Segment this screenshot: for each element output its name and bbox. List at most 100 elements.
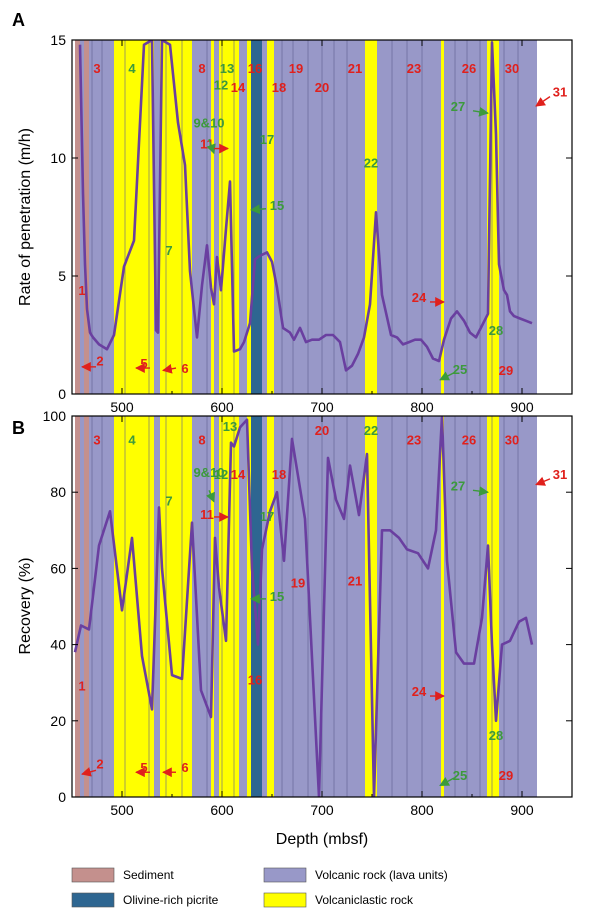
unit-label: 14 <box>231 80 246 95</box>
y-tick-label: 5 <box>58 268 66 284</box>
lithology-band-lava <box>262 40 267 394</box>
x-tick-label: 900 <box>510 399 534 415</box>
y-tick-label: 40 <box>50 637 66 653</box>
unit-arrow <box>535 476 551 486</box>
unit-label: 7 <box>165 243 172 258</box>
lithology-band-lava <box>214 416 219 797</box>
unit-label: 16 <box>248 673 262 688</box>
lithology-band-lava <box>444 40 487 394</box>
lithology-band-lava <box>274 40 365 394</box>
legend-swatch-sediment <box>71 867 115 883</box>
lithology-band-lava <box>239 40 247 394</box>
unit-label: 16 <box>248 61 262 76</box>
unit-label: 15 <box>270 198 284 213</box>
lithology-band-lava <box>239 416 247 797</box>
x-tick-label: 600 <box>210 802 234 818</box>
unit-label: 11 <box>200 507 214 522</box>
unit-label: 24 <box>412 684 427 699</box>
legend: Sediment Volcanic rock (lava units) Olivin… <box>71 867 448 908</box>
unit-label: 2 <box>96 354 103 369</box>
lithology-band-lava <box>192 40 211 394</box>
lithology-band-lava <box>377 40 441 394</box>
lithology-band-lava <box>80 40 84 394</box>
unit-label: 26 <box>462 61 476 76</box>
unit-label: 20 <box>315 423 329 438</box>
lithology-band-volcaniclastic <box>441 40 444 394</box>
lithology-band-volcaniclastic <box>267 416 274 797</box>
unit-arrow <box>439 371 455 381</box>
data-line <box>78 40 533 372</box>
lithology-band-sediment <box>84 40 89 394</box>
unit-label: 1 <box>78 283 85 298</box>
unit-label: 26 <box>462 433 476 448</box>
unit-label: 8 <box>198 61 205 76</box>
unit-label: 14 <box>231 467 246 482</box>
lithology-band-volcaniclastic <box>441 416 444 797</box>
unit-label: 17 <box>260 509 274 524</box>
axis-ticks-b: 500 600 700 800 900 0 20 40 60 80 100 <box>43 408 573 818</box>
lithology-band-sediment <box>75 416 80 797</box>
legend-label-lava: Volcanic rock (lava units) <box>315 868 448 882</box>
panel-letter-a: A <box>12 10 25 30</box>
lithology-band-sediment <box>75 40 80 394</box>
unit-label: 22 <box>364 423 378 438</box>
unit-label: 11 <box>200 137 214 152</box>
unit-label: 27 <box>451 99 465 114</box>
lithology-band-volcaniclastic <box>365 40 377 394</box>
lithology-band-sediment <box>84 416 89 797</box>
lithology-band-volcaniclastic <box>267 40 274 394</box>
lithology-band-lava <box>89 40 114 394</box>
unit-arrow <box>206 138 216 155</box>
unit-label: 2 <box>96 756 103 771</box>
y-tick-label: 80 <box>50 484 66 500</box>
x-tick-label: 600 <box>210 399 234 415</box>
lithology-band-volcaniclastic <box>211 40 214 394</box>
unit-label: 9&10 <box>193 115 224 130</box>
unit-label: 29 <box>499 363 513 378</box>
unit-label: 31 <box>553 85 567 100</box>
unit-label: 12 <box>214 467 228 482</box>
lithology-band-lava <box>154 416 160 797</box>
legend-label-volcaniclastic: Volcaniclastic rock <box>315 893 414 907</box>
x-tick-label: 500 <box>110 802 134 818</box>
unit-label: 30 <box>505 61 519 76</box>
y-tick-label: 10 <box>50 150 66 166</box>
panel-letter-b: B <box>12 418 25 438</box>
x-tick-label: 500 <box>110 399 134 415</box>
unit-arrows-b <box>81 476 551 787</box>
unit-label: 13 <box>220 61 234 76</box>
lithology-bands-a <box>75 40 537 394</box>
lithology-band-lava <box>262 416 267 797</box>
unit-label: 27 <box>451 478 465 493</box>
x-tick-label: 800 <box>410 399 434 415</box>
unit-arrow <box>472 486 489 496</box>
y-tick-label: 15 <box>50 32 66 48</box>
unit-label: 19 <box>291 575 305 590</box>
unit-label: 23 <box>407 61 421 76</box>
unit-label: 3 <box>93 61 100 76</box>
unit-label: 21 <box>348 61 362 76</box>
unit-label: 5 <box>140 760 147 775</box>
x-tick-label: 700 <box>310 399 334 415</box>
unit-label: 31 <box>553 467 567 482</box>
unit-arrows-a <box>81 96 551 381</box>
lithology-bands-b <box>75 416 537 797</box>
x-tick-label: 800 <box>410 802 434 818</box>
lithology-band-lava <box>89 416 114 797</box>
x-tick-label: 700 <box>310 802 334 818</box>
unit-arrow <box>439 777 455 787</box>
penetration-curve <box>78 40 533 372</box>
unit-label: 18 <box>272 467 286 482</box>
legend-label-picrite: Olivine-rich picrite <box>123 893 219 907</box>
unit-label: 30 <box>505 433 519 448</box>
unit-label: 28 <box>489 323 503 338</box>
y-tick-label: 60 <box>50 560 66 576</box>
unit-arrow <box>535 96 551 107</box>
unit-arrow <box>205 490 215 503</box>
recovery-curve <box>73 416 534 797</box>
unit-label: 29 <box>499 768 513 783</box>
unit-label: 1 <box>78 678 85 693</box>
